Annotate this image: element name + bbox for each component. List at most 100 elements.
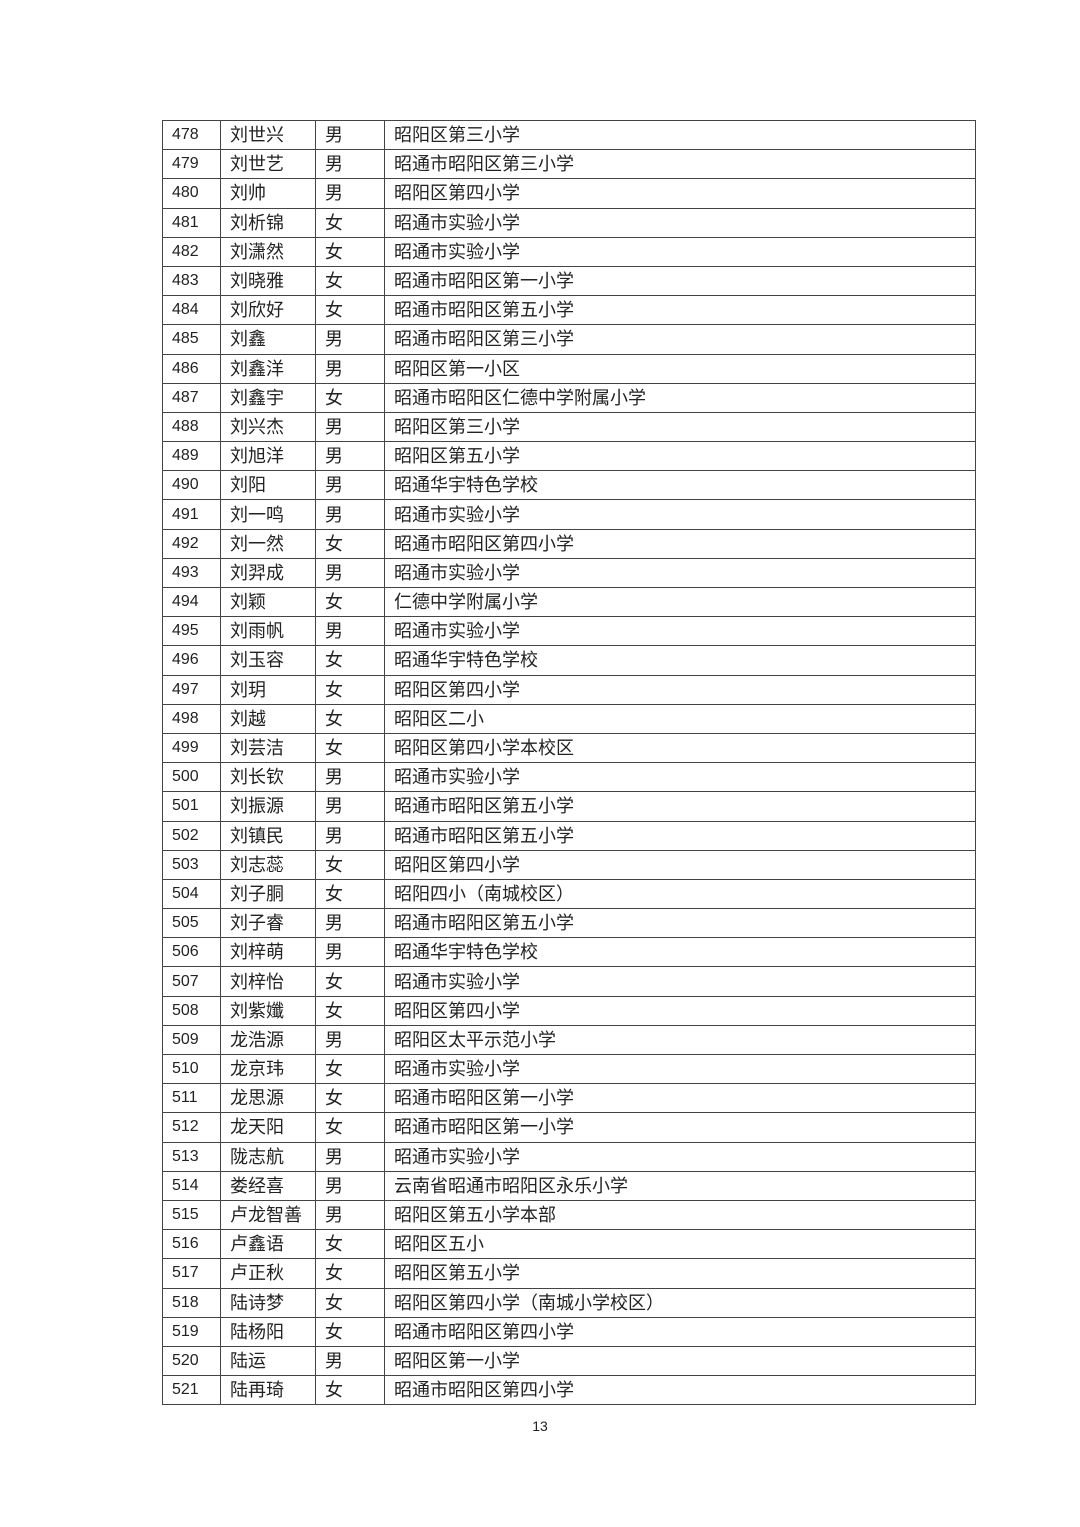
gender: 男 bbox=[315, 470, 385, 501]
student-name: 娄经喜 bbox=[220, 1170, 316, 1201]
row-number: 484 bbox=[162, 295, 221, 326]
row-number: 499 bbox=[162, 732, 221, 764]
row-number: 509 bbox=[162, 1024, 221, 1056]
row-number: 519 bbox=[162, 1316, 221, 1347]
row-number: 483 bbox=[162, 265, 221, 297]
gender: 女 bbox=[315, 878, 385, 910]
gender: 女 bbox=[315, 732, 385, 764]
student-name: 刘长钦 bbox=[220, 762, 316, 793]
gender: 男 bbox=[315, 820, 385, 851]
school: 昭通市实验小学 bbox=[384, 557, 976, 589]
row-number: 480 bbox=[162, 178, 221, 209]
student-name: 刘玉容 bbox=[220, 645, 316, 676]
table-row: 478 刘世兴男昭阳区第三小学 bbox=[162, 119, 976, 151]
student-name: 刘鑫洋 bbox=[220, 353, 316, 384]
row-number: 508 bbox=[162, 995, 221, 1026]
table-row: 509 龙浩源男昭阳区太平示范小学 bbox=[162, 1024, 976, 1056]
table-row: 520 陆运男昭阳区第一小学 bbox=[162, 1345, 976, 1377]
gender: 女 bbox=[315, 207, 385, 238]
row-number: 502 bbox=[162, 820, 221, 851]
table-row: 493 刘羿成男昭通市实验小学 bbox=[162, 557, 976, 589]
student-name: 刘振源 bbox=[220, 791, 316, 822]
table-row: 521 陆再琦女昭通市昭阳区第四小学 bbox=[162, 1375, 976, 1406]
student-name: 陇志航 bbox=[220, 1141, 316, 1172]
school: 昭通市实验小学 bbox=[384, 966, 976, 997]
table-row: 494 刘颖女仁德中学附属小学 bbox=[162, 586, 976, 618]
school: 昭阳区第四小学 bbox=[384, 674, 976, 705]
gender: 女 bbox=[315, 966, 385, 997]
school: 昭阳区第五小学 bbox=[384, 441, 976, 472]
row-number: 516 bbox=[162, 1229, 221, 1260]
gender: 男 bbox=[315, 937, 385, 968]
gender: 男 bbox=[315, 411, 385, 443]
student-name: 刘析锦 bbox=[220, 207, 316, 238]
student-name: 刘旭洋 bbox=[220, 441, 316, 472]
student-name: 刘兴杰 bbox=[220, 411, 316, 443]
student-name: 龙天阳 bbox=[220, 1112, 316, 1143]
table-row: 500 刘长钦男昭通市实验小学 bbox=[162, 762, 976, 793]
row-number: 498 bbox=[162, 703, 221, 734]
school: 昭通华宇特色学校 bbox=[384, 470, 976, 501]
student-name: 刘晓雅 bbox=[220, 265, 316, 297]
gender: 女 bbox=[315, 1287, 385, 1318]
table-row: 481 刘析锦女昭通市实验小学 bbox=[162, 207, 976, 238]
school: 昭通市昭阳区第五小学 bbox=[384, 820, 976, 851]
row-number: 501 bbox=[162, 791, 221, 822]
student-name: 陆诗梦 bbox=[220, 1287, 316, 1318]
student-table: 478 刘世兴男昭阳区第三小学 479 刘世艺男昭通市昭阳区第三小学 480 刘帅男昭阳区… bbox=[162, 119, 976, 1406]
table-row: 510 龙京玮女昭通市实验小学 bbox=[162, 1053, 976, 1085]
row-number: 514 bbox=[162, 1170, 221, 1201]
row-number: 497 bbox=[162, 674, 221, 705]
school: 昭通市实验小学 bbox=[384, 762, 976, 793]
gender: 女 bbox=[315, 295, 385, 326]
row-number: 513 bbox=[162, 1141, 221, 1172]
gender: 女 bbox=[315, 703, 385, 734]
school: 昭通市昭阳区第四小学 bbox=[384, 1375, 976, 1406]
gender: 男 bbox=[315, 119, 385, 151]
table-row: 496 刘玉容女昭通华宇特色学校 bbox=[162, 645, 976, 676]
student-name: 刘玥 bbox=[220, 674, 316, 705]
row-number: 493 bbox=[162, 557, 221, 589]
student-name: 龙京玮 bbox=[220, 1053, 316, 1085]
gender: 女 bbox=[315, 995, 385, 1026]
school: 昭通市昭阳区第一小学 bbox=[384, 265, 976, 297]
row-number: 487 bbox=[162, 382, 221, 413]
school: 昭阳区第三小学 bbox=[384, 411, 976, 443]
student-name: 刘镇民 bbox=[220, 820, 316, 851]
row-number: 486 bbox=[162, 353, 221, 384]
gender: 女 bbox=[315, 674, 385, 705]
school: 昭通市实验小学 bbox=[384, 236, 976, 267]
gender: 女 bbox=[315, 236, 385, 267]
student-name: 刘紫孅 bbox=[220, 995, 316, 1026]
gender: 女 bbox=[315, 265, 385, 297]
gender: 女 bbox=[315, 1083, 385, 1114]
student-name: 刘子胴 bbox=[220, 878, 316, 910]
school: 昭通市昭阳区第四小学 bbox=[384, 1316, 976, 1347]
school: 昭阳区第一小区 bbox=[384, 353, 976, 384]
student-name: 陆运 bbox=[220, 1345, 316, 1377]
table-row: 485 刘鑫男昭通市昭阳区第三小学 bbox=[162, 324, 976, 355]
school: 昭通市昭阳区第一小学 bbox=[384, 1112, 976, 1143]
school: 昭阳区第四小学 bbox=[384, 995, 976, 1026]
table-row: 499 刘芸洁女昭阳区第四小学本校区 bbox=[162, 732, 976, 764]
table-row: 519 陆杨阳女昭通市昭阳区第四小学 bbox=[162, 1316, 976, 1347]
row-number: 521 bbox=[162, 1375, 221, 1406]
school: 昭通市昭阳区第三小学 bbox=[384, 149, 976, 180]
row-number: 494 bbox=[162, 586, 221, 618]
table-row: 505 刘子睿男昭通市昭阳区第五小学 bbox=[162, 908, 976, 939]
gender: 女 bbox=[315, 382, 385, 413]
table-row: 502 刘镇民男昭通市昭阳区第五小学 bbox=[162, 820, 976, 851]
gender: 男 bbox=[315, 791, 385, 822]
row-number: 490 bbox=[162, 470, 221, 501]
row-number: 520 bbox=[162, 1345, 221, 1377]
gender: 男 bbox=[315, 1345, 385, 1377]
school: 昭阳区第四小学（南城小学校区） bbox=[384, 1287, 976, 1318]
gender: 女 bbox=[315, 586, 385, 618]
school: 昭阳区五小 bbox=[384, 1229, 976, 1260]
school: 昭通市实验小学 bbox=[384, 499, 976, 530]
table-row: 486 刘鑫洋男昭阳区第一小区 bbox=[162, 353, 976, 384]
school: 昭通华宇特色学校 bbox=[384, 937, 976, 968]
school: 昭阳区太平示范小学 bbox=[384, 1024, 976, 1056]
student-name: 刘世兴 bbox=[220, 119, 316, 151]
